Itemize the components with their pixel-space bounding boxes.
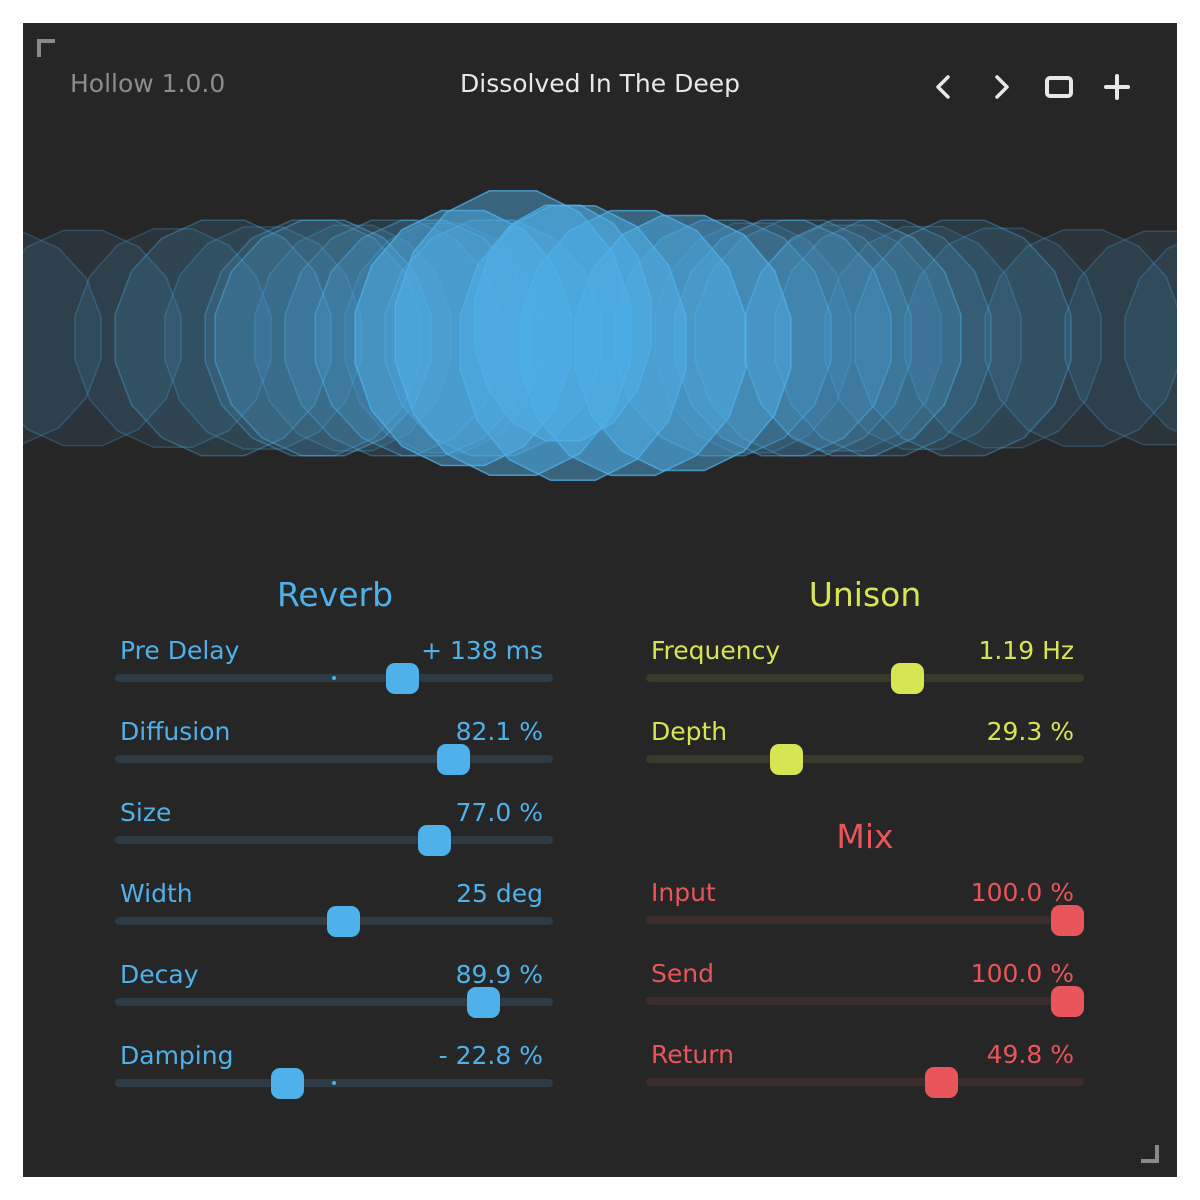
damping-slider[interactable]: Damping - 22.8 % [115, 1041, 555, 1111]
pre-delay-value[interactable]: + 138 ms [421, 636, 543, 665]
pre-delay-center-marker [332, 676, 336, 680]
size-label: Size [120, 798, 172, 827]
visualizer-shape [394, 190, 632, 476]
visualizer-shape [114, 219, 332, 457]
width-thumb[interactable] [327, 906, 360, 937]
unison-title: Unison [808, 575, 922, 614]
damping-thumb[interactable] [271, 1068, 304, 1099]
input-value[interactable]: 100.0 % [970, 878, 1074, 907]
visualizer-shape [164, 226, 362, 450]
visualizer-shape [824, 225, 1022, 451]
visualizer-shape [1064, 230, 1177, 446]
frequency-value[interactable]: 1.19 Hz [978, 636, 1074, 665]
width-value[interactable]: 25 deg [456, 879, 543, 908]
size-value[interactable]: 77.0 % [455, 798, 543, 827]
resize-corner-bottom-right[interactable] [1141, 1145, 1159, 1163]
reverb-title: Reverb [276, 575, 394, 614]
return-value[interactable]: 49.8 % [986, 1040, 1074, 1069]
visualizer-shape [254, 224, 452, 452]
mix-title: Mix [836, 817, 894, 856]
chevron-left-icon[interactable] [924, 67, 964, 107]
return-track[interactable] [646, 1078, 1084, 1086]
size-track[interactable] [115, 836, 553, 844]
send-thumb[interactable] [1051, 986, 1084, 1017]
visualizer-shape [23, 229, 182, 447]
diffusion-track[interactable] [115, 755, 553, 763]
decay-track[interactable] [115, 998, 553, 1006]
width-slider[interactable]: Width 25 deg [115, 879, 555, 949]
diffusion-slider[interactable]: Diffusion 82.1 % [115, 717, 555, 787]
chevron-right-icon[interactable] [981, 67, 1021, 107]
frequency-label: Frequency [651, 636, 781, 665]
visualizer-shape [774, 219, 992, 457]
return-slider[interactable]: Return 49.8 % [646, 1040, 1086, 1110]
depth-label: Depth [651, 717, 728, 746]
send-track[interactable] [646, 997, 1084, 1005]
damping-center-marker [332, 1081, 336, 1085]
app-version: Hollow 1.0.0 [70, 69, 226, 98]
depth-value[interactable]: 29.3 % [986, 717, 1074, 746]
send-value[interactable]: 100.0 % [970, 959, 1074, 988]
visualizer-shape [904, 227, 1102, 449]
depth-track[interactable] [646, 755, 1084, 763]
decay-slider[interactable]: Decay 89.9 % [115, 960, 555, 1030]
damping-label: Damping [120, 1041, 234, 1070]
depth-slider[interactable]: Depth 29.3 % [646, 717, 1086, 787]
frequency-track[interactable] [646, 674, 1084, 682]
frequency-slider[interactable]: Frequency 1.19 Hz [646, 636, 1086, 706]
visualizer-shape [384, 219, 602, 457]
return-label: Return [651, 1040, 734, 1069]
visualizer-shape [214, 219, 432, 457]
visualizer-shape [674, 219, 892, 457]
input-thumb[interactable] [1051, 905, 1084, 936]
visualizer-shape [459, 204, 687, 482]
square-icon[interactable] [1039, 67, 1079, 107]
pre-delay-thumb[interactable] [386, 663, 419, 694]
reverb-visualizer [23, 190, 1177, 482]
visualizer-shape [23, 231, 102, 445]
visualizer-shape [984, 229, 1177, 447]
frequency-thumb[interactable] [891, 663, 924, 694]
visualizer-shape [694, 219, 912, 457]
visualizer-shape [1124, 243, 1177, 433]
input-slider[interactable]: Input 100.0 % [646, 878, 1086, 948]
input-label: Input [651, 878, 716, 907]
send-label: Send [651, 959, 714, 988]
decay-value[interactable]: 89.9 % [455, 960, 543, 989]
pre-delay-slider[interactable]: Pre Delay + 138 ms [115, 636, 555, 706]
visualizer-shape [854, 219, 1072, 457]
decay-thumb[interactable] [467, 987, 500, 1018]
send-slider[interactable]: Send 100.0 % [646, 959, 1086, 1029]
decay-label: Decay [120, 960, 199, 989]
plugin-window: Hollow 1.0.0 Dissolved In The Deep Rever… [23, 23, 1177, 1177]
visualizer-shape [519, 209, 747, 477]
diffusion-thumb[interactable] [437, 744, 470, 775]
input-track[interactable] [646, 916, 1084, 924]
pre-delay-label: Pre Delay [120, 636, 240, 665]
visualizer-shape [574, 214, 792, 472]
size-slider[interactable]: Size 77.0 % [115, 798, 555, 868]
width-label: Width [120, 879, 193, 908]
plus-icon[interactable] [1097, 67, 1137, 107]
visualizer-shape [654, 222, 852, 454]
diffusion-value[interactable]: 82.1 % [455, 717, 543, 746]
damping-value[interactable]: - 22.8 % [438, 1041, 543, 1070]
depth-thumb[interactable] [770, 744, 803, 775]
diffusion-label: Diffusion [120, 717, 231, 746]
visualizer-shape [284, 219, 502, 457]
visualizer-shape [473, 204, 653, 442]
visualizer-shape [74, 227, 272, 449]
size-thumb[interactable] [418, 825, 451, 856]
preset-name[interactable]: Dissolved In The Deep [460, 69, 740, 98]
return-thumb[interactable] [925, 1067, 958, 1098]
resize-corner-top-left[interactable] [37, 39, 55, 57]
